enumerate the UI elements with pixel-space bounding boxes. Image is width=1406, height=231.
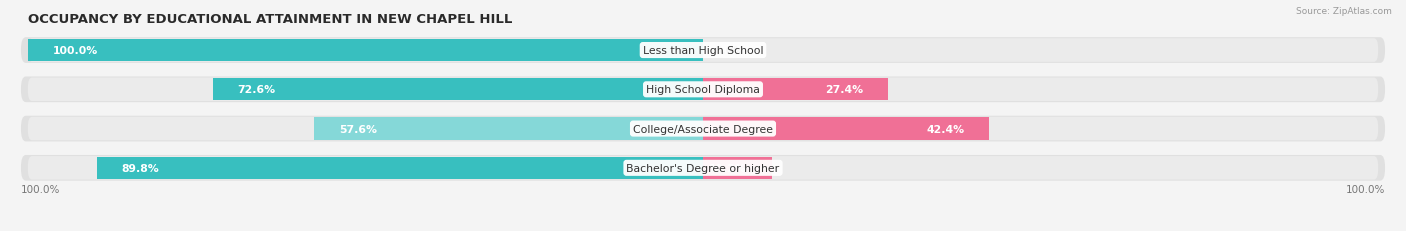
Text: College/Associate Degree: College/Associate Degree xyxy=(633,124,773,134)
Text: 72.6%: 72.6% xyxy=(238,85,276,95)
Text: Source: ZipAtlas.com: Source: ZipAtlas.com xyxy=(1296,7,1392,16)
Bar xyxy=(703,118,990,140)
FancyBboxPatch shape xyxy=(21,116,1385,142)
Text: OCCUPANCY BY EDUCATIONAL ATTAINMENT IN NEW CHAPEL HILL: OCCUPANCY BY EDUCATIONAL ATTAINMENT IN N… xyxy=(28,13,512,26)
Text: 100.0%: 100.0% xyxy=(1346,184,1385,194)
FancyBboxPatch shape xyxy=(28,78,1378,102)
Text: 57.6%: 57.6% xyxy=(339,124,377,134)
Text: 89.8%: 89.8% xyxy=(121,163,159,173)
Text: 27.4%: 27.4% xyxy=(825,85,863,95)
FancyBboxPatch shape xyxy=(21,38,1385,64)
Text: Bachelor's Degree or higher: Bachelor's Degree or higher xyxy=(627,163,779,173)
Text: 0.0%: 0.0% xyxy=(714,46,744,56)
FancyBboxPatch shape xyxy=(21,77,1385,103)
Bar xyxy=(703,79,889,101)
Bar xyxy=(314,118,703,140)
Bar xyxy=(212,79,703,101)
FancyBboxPatch shape xyxy=(28,156,1378,180)
Text: 10.2%: 10.2% xyxy=(709,163,747,173)
Bar xyxy=(703,157,772,179)
Text: 42.4%: 42.4% xyxy=(927,124,965,134)
Text: Less than High School: Less than High School xyxy=(643,46,763,56)
FancyBboxPatch shape xyxy=(28,39,1378,63)
Bar xyxy=(28,40,703,62)
Text: 100.0%: 100.0% xyxy=(52,46,98,56)
FancyBboxPatch shape xyxy=(28,117,1378,141)
FancyBboxPatch shape xyxy=(21,155,1385,181)
Text: 100.0%: 100.0% xyxy=(21,184,60,194)
Text: High School Diploma: High School Diploma xyxy=(647,85,759,95)
Bar xyxy=(97,157,703,179)
